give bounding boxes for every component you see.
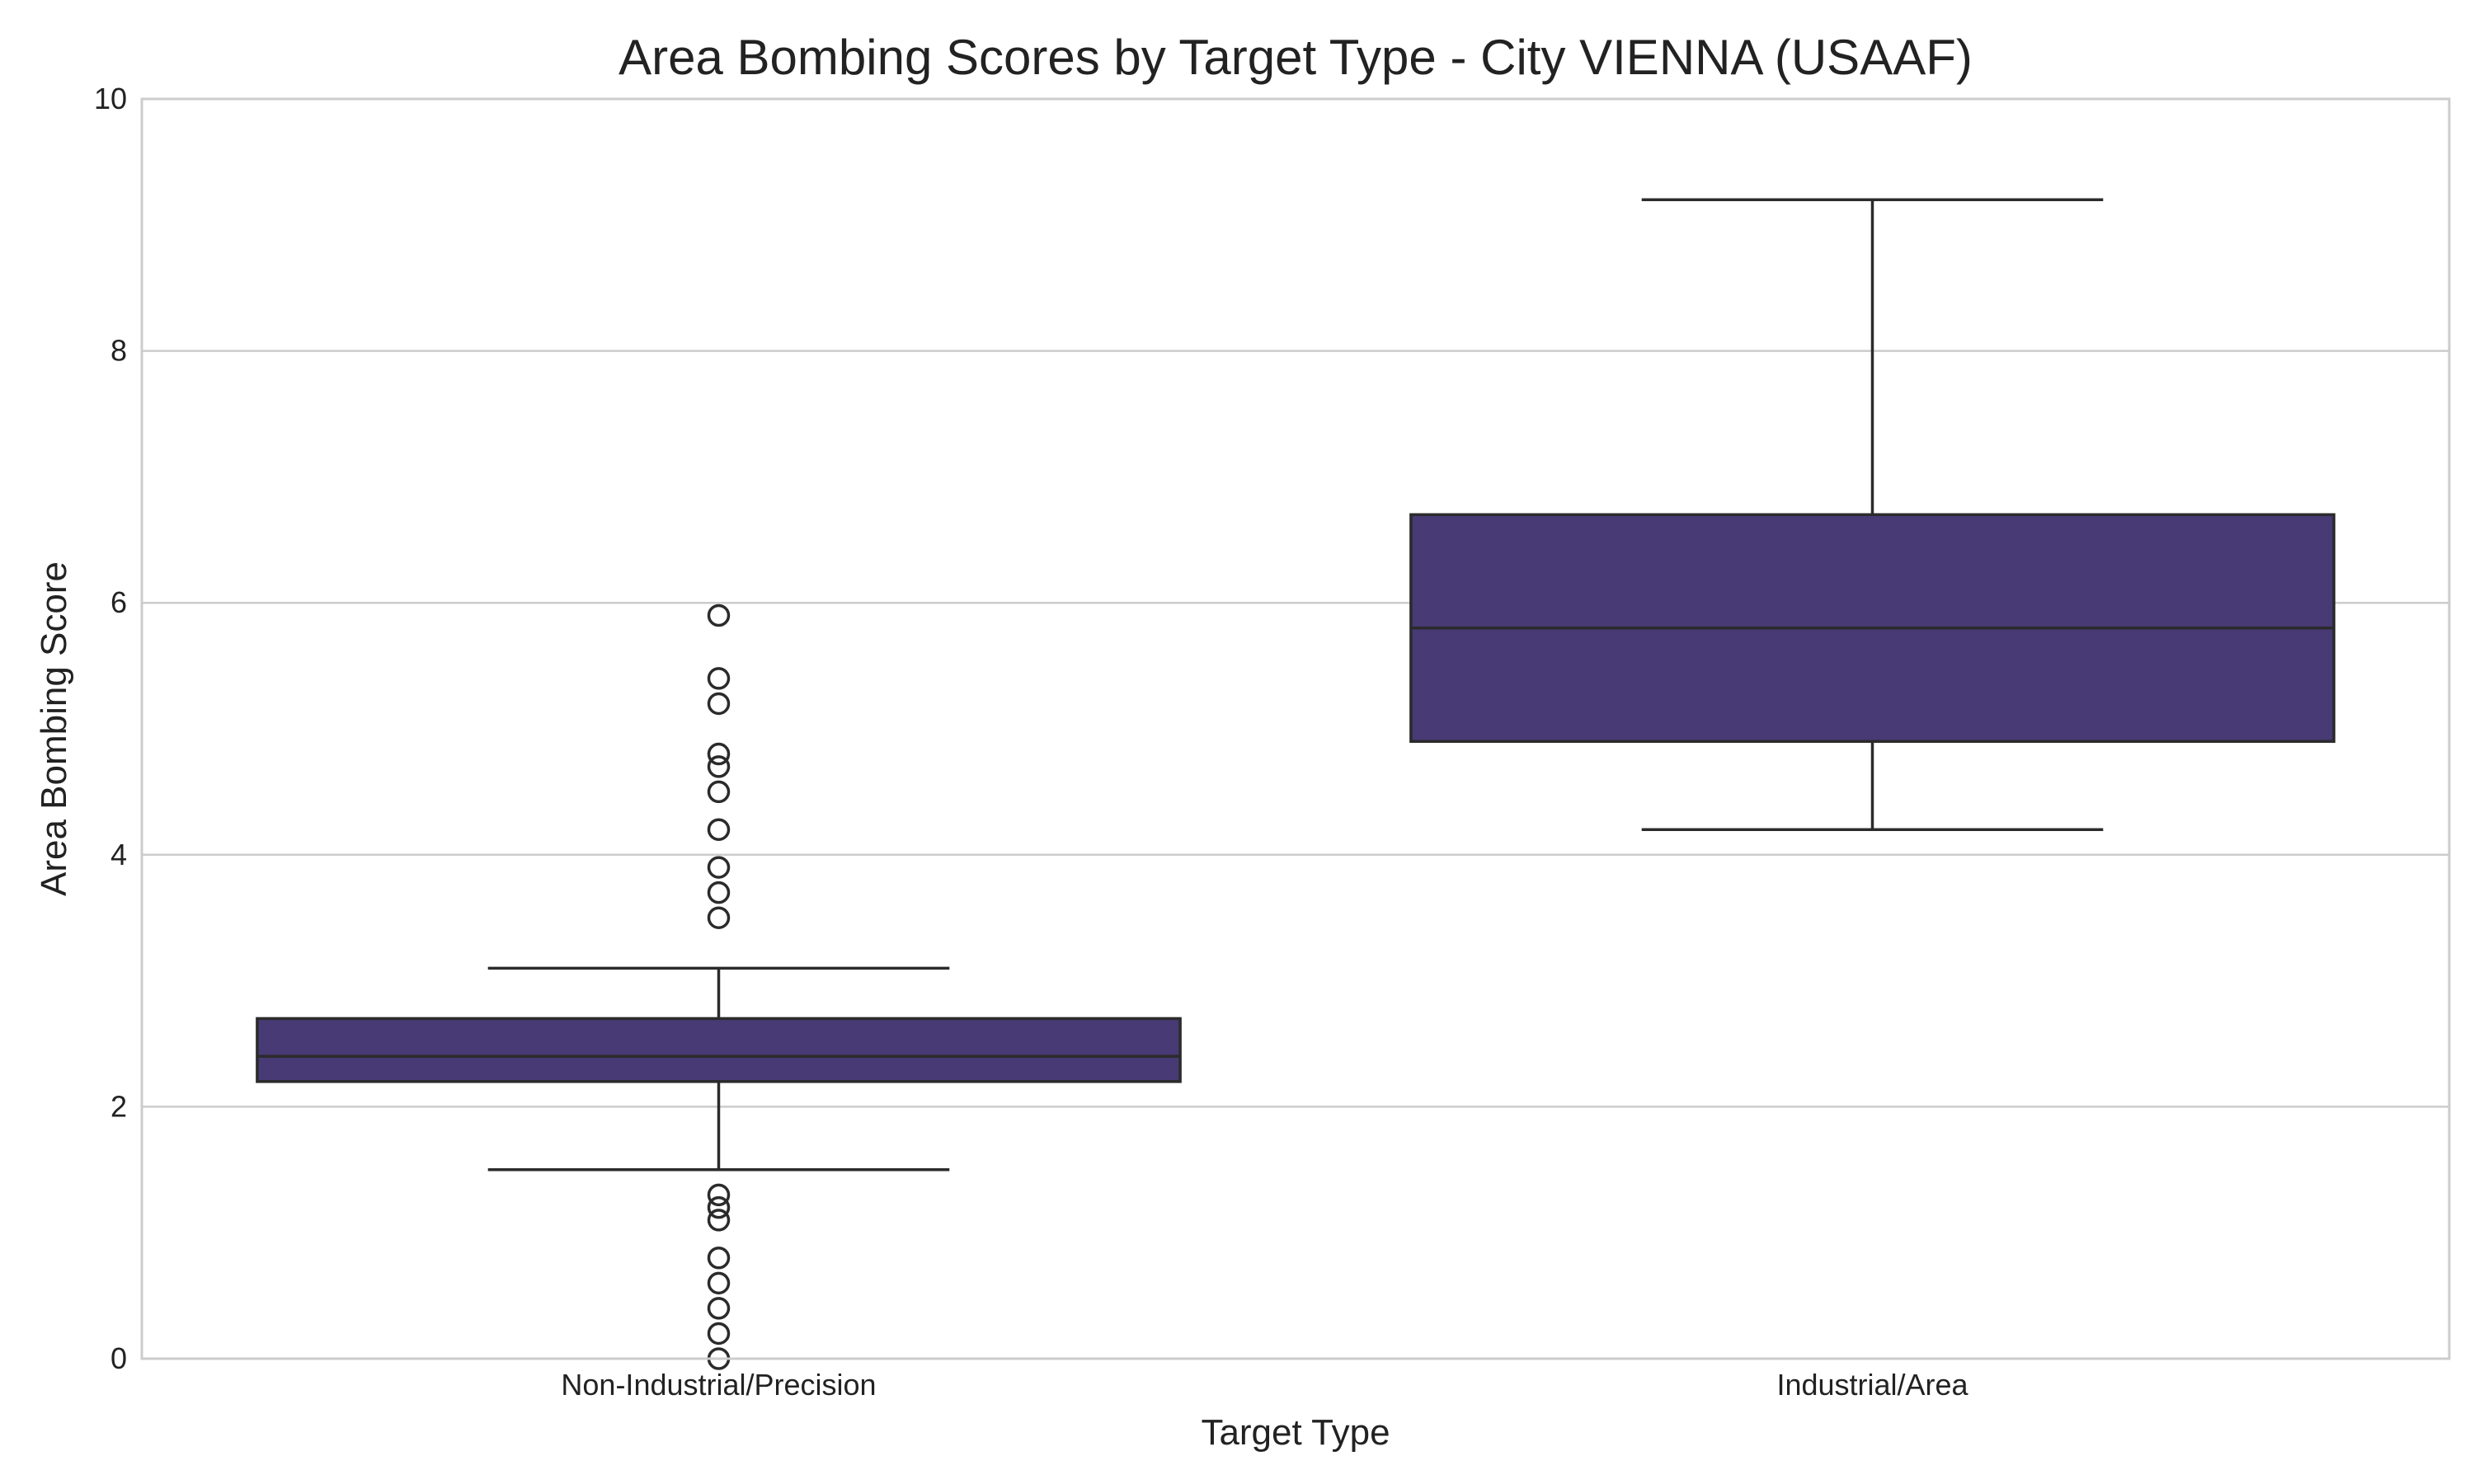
- outlier-point: [707, 692, 731, 716]
- outlier-point: [707, 742, 731, 766]
- x-axis-ticks: Non-Industrial/Precision Industrial/Area: [561, 1368, 1968, 1402]
- y-tick-label: 10: [94, 82, 127, 115]
- x-tick-label: Non-Industrial/Precision: [561, 1368, 876, 1402]
- y-tick-label: 0: [111, 1341, 127, 1375]
- outlier-point: [707, 881, 731, 904]
- outlier-point: [707, 780, 731, 804]
- outlier-point: [707, 856, 731, 879]
- y-axis-ticks: 0 2 4 6 8 10: [94, 82, 127, 1375]
- outlier-point: [707, 667, 731, 690]
- x-tick-label: Industrial/Area: [1776, 1368, 1968, 1402]
- outlier-point: [707, 1271, 731, 1295]
- outlier-point: [707, 1322, 731, 1345]
- y-tick-label: 2: [111, 1089, 127, 1123]
- outlier-point: [707, 755, 731, 778]
- y-tick-label: 4: [111, 838, 127, 871]
- outlier-point: [707, 1195, 731, 1219]
- y-tick-label: 6: [111, 585, 127, 619]
- chart-title: Area Bombing Scores by Target Type - Cit…: [618, 30, 1973, 85]
- box-series: [256, 198, 2335, 1370]
- outlier-point: [707, 1209, 731, 1232]
- y-tick-label: 8: [111, 334, 127, 368]
- outlier-point: [707, 1183, 731, 1207]
- box-group: [1409, 198, 2335, 831]
- outlier-point: [707, 906, 731, 929]
- x-axis-label: Target Type: [1201, 1412, 1390, 1453]
- outlier-point: [707, 818, 731, 841]
- outlier-point: [707, 1247, 731, 1270]
- iqr-box: [256, 1017, 1182, 1083]
- outlier-point: [707, 1297, 731, 1320]
- y-axis-label: Area Bombing Score: [34, 561, 74, 896]
- plot-frame: [140, 97, 2451, 1360]
- box-group: [256, 603, 1182, 1370]
- outlier-point: [707, 603, 731, 627]
